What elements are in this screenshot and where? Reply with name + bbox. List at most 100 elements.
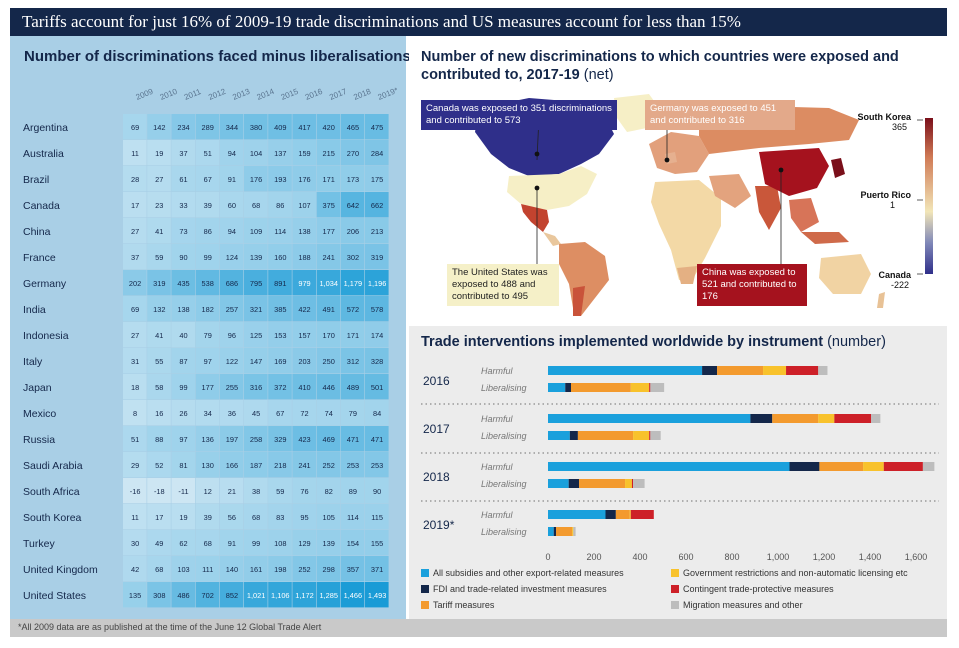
heatmap-cell [292,322,316,348]
heatmap-cell [123,426,147,452]
heatmap-cell [316,504,341,530]
heatmap-cell [195,166,220,192]
heatmap-cell [244,530,268,556]
cell-value: -18 [154,487,165,496]
cell-value: 26 [179,409,187,418]
heatmap-cell [340,192,365,218]
cell-value: 31 [131,357,139,366]
heatmap-cell [123,114,147,140]
heatmap-cell [365,270,389,296]
cell-value: 90 [373,487,381,496]
cell-value: 206 [347,227,359,236]
heatmap-cell [195,452,220,478]
cell-value: 62 [179,539,187,548]
cell-value: 68 [204,539,212,548]
heatmap-cell [292,504,316,530]
heatmap-cell [340,114,365,140]
cell-value: 410 [298,383,310,392]
heatmap-cell [171,244,195,270]
cell-value: 160 [274,253,286,262]
bar-segment [573,527,576,536]
heatmap-cell [268,244,292,270]
bar-segment [630,510,654,519]
bar-segment [565,383,571,392]
x-tick-label: 1,400 [859,552,882,562]
cell-value: 17 [155,513,163,522]
row-label: China [23,226,51,238]
heatmap-cell [147,582,171,608]
heatmap-cell [244,374,268,400]
bar-segment [548,462,790,471]
heatmap-cell [316,192,341,218]
heatmap-cell [292,452,316,478]
cell-value: 175 [371,175,383,184]
heatmap-cell [316,452,341,478]
heatmap-cell [195,296,220,322]
cell-value: 108 [274,539,286,548]
legend-swatch [671,569,679,577]
heatmap-cell [340,426,365,452]
heatmap-cell [219,400,244,426]
bar-chart-title-suffix: (number) [827,334,886,350]
map-africa [651,180,721,282]
map-south-africa [677,266,697,284]
cell-value: 79 [349,409,357,418]
heatmap-cell [316,244,341,270]
heatmap-cell [365,114,389,140]
bar-segment [548,383,566,392]
heatmap-cell [268,400,292,426]
heatmap-cell [171,452,195,478]
bar-segment [630,383,650,392]
cell-value: 241 [298,461,310,470]
cell-value: 138 [177,305,189,314]
heatmap-cell [123,270,147,296]
cell-value: 258 [250,435,262,444]
cell-value: 147 [250,357,262,366]
cell-value: 197 [226,435,238,444]
scale-max-value: 365 [892,122,907,132]
heatmap-cell [365,530,389,556]
heatmap-cell [292,166,316,192]
heatmap-cell [268,296,292,322]
cell-value: 73 [179,227,187,236]
heatmap-cell [147,426,171,452]
row-label: Russia [23,434,55,446]
heatmap-cell [147,374,171,400]
cell-value: 52 [155,461,163,470]
heatmap-cell [292,478,316,504]
cell-value: 491 [323,305,335,314]
header-banner: Tariffs account for just 16% of 2009-19 … [10,8,947,36]
heatmap-cell [219,322,244,348]
cell-value: 29 [131,461,139,470]
heatmap-cell [171,348,195,374]
column-header: 2017 [328,87,348,102]
bar-segment [750,414,773,423]
cell-value: 446 [323,383,335,392]
category-label: Liberalising [481,431,527,441]
cell-value: 135 [129,591,141,600]
x-tick-label: 400 [632,552,647,562]
heatmap-cell [244,504,268,530]
cell-value: 129 [298,539,310,548]
cell-value: 68 [252,513,260,522]
cell-value: 88 [155,435,163,444]
heatmap-cell [171,400,195,426]
bar-segment [772,414,819,423]
cell-value: 187 [250,461,262,470]
column-header: 2009 [134,87,154,102]
cell-value: 319 [153,279,165,288]
heatmap-cell [244,166,268,192]
bar-segment [569,431,578,440]
bar-segment [819,462,864,471]
bar-segment [605,510,616,519]
cell-value: 91 [228,539,236,548]
cell-value: 94 [228,149,236,158]
map-argentina [573,286,585,316]
map-southeast-asia [789,198,819,232]
heatmap-cell [219,374,244,400]
bar-segment [633,479,645,488]
heatmap-table: 2009 2010 2011 2012 2013 2014 2015 2016 2017 2018… [10,36,406,624]
cell-value: 41 [155,331,163,340]
heatmap-cell [268,114,292,140]
heatmap-cell [123,166,147,192]
